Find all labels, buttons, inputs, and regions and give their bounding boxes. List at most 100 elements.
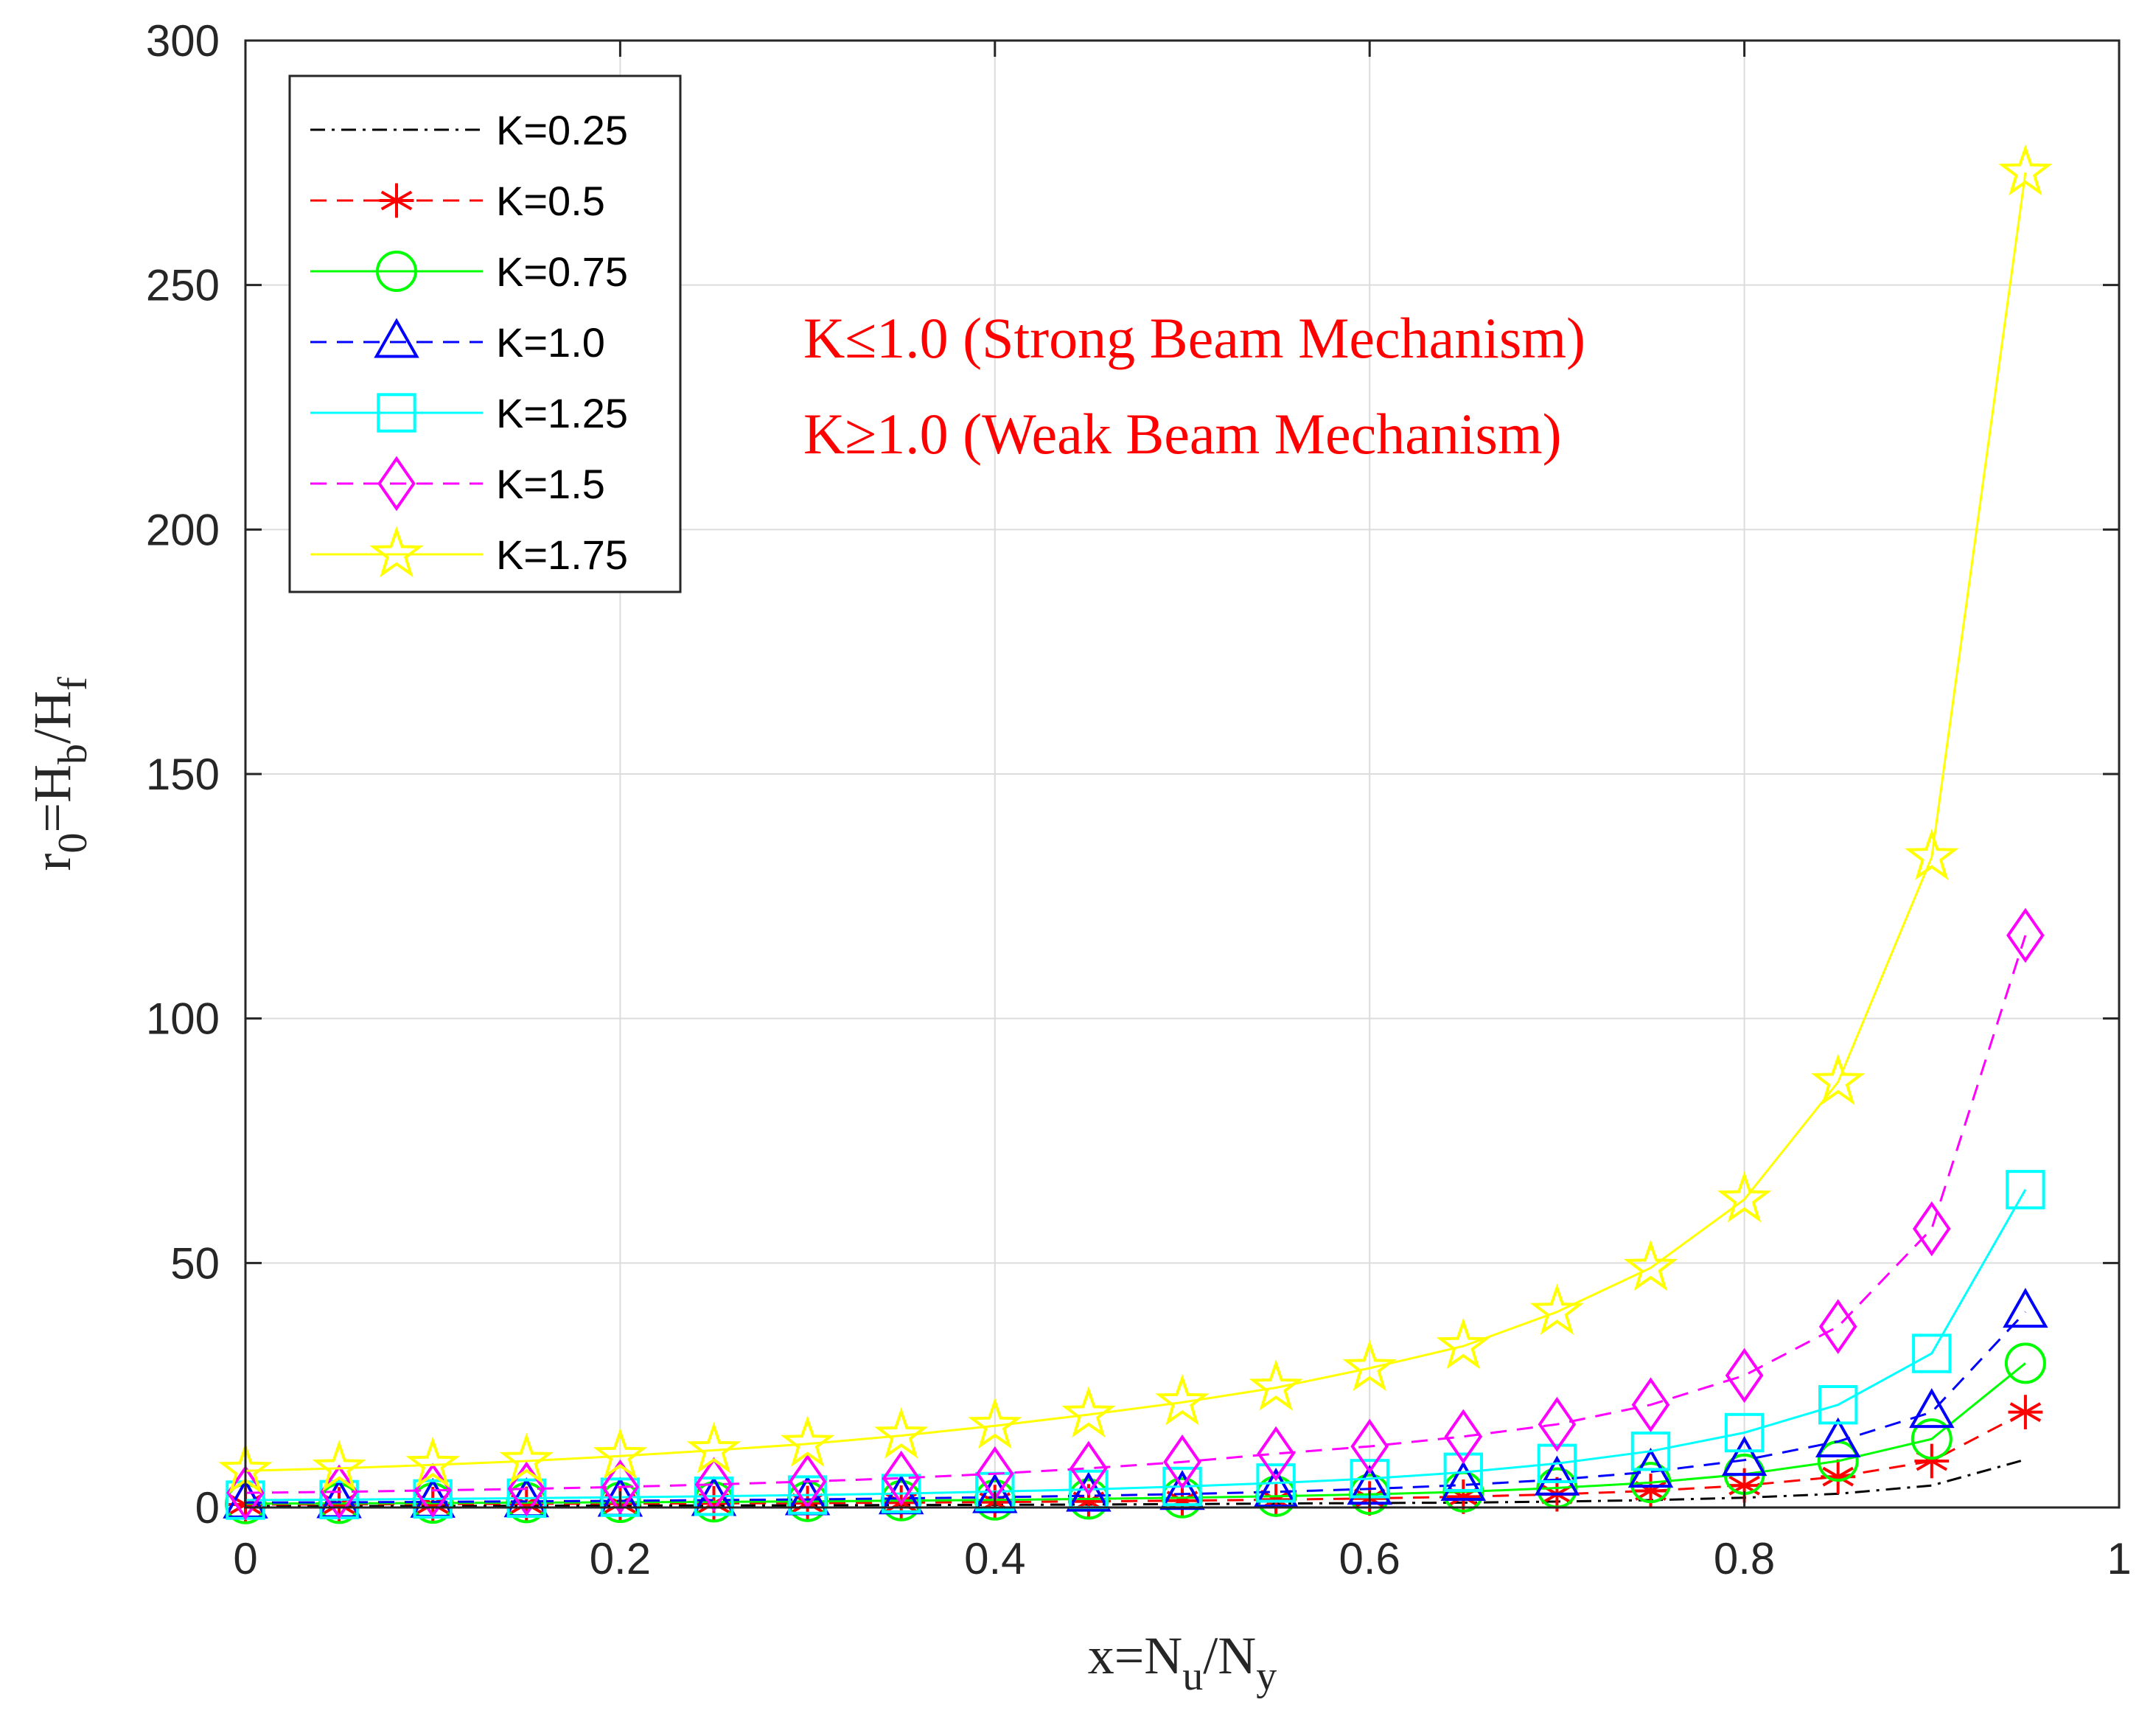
data-point: [686, 1421, 742, 1474]
data-point: [1350, 1418, 1389, 1474]
data-point: [1724, 1412, 1765, 1453]
series-K=1.25: [226, 1170, 2045, 1520]
data-point: [1998, 144, 2053, 196]
series-K=0.25: [245, 1458, 2026, 1507]
y-tick-label: 50: [170, 1238, 220, 1288]
data-point: [1440, 1460, 1487, 1501]
legend-label: K=0.5: [496, 178, 605, 224]
x-tick-label: 0.6: [1339, 1534, 1400, 1583]
x-axis-label-mid: /N: [1203, 1626, 1256, 1685]
legend-label: K=1.25: [496, 390, 628, 436]
data-point: [1725, 1348, 1764, 1404]
legend-marker: [369, 526, 424, 578]
data-point: [1721, 1436, 1768, 1477]
data-point: [1436, 1317, 1490, 1370]
data-point: [1912, 1334, 1952, 1373]
data-point: [1529, 1283, 1585, 1335]
data-point: [1818, 1299, 1857, 1354]
data-point: [1623, 1239, 1678, 1291]
data-point: [1163, 1434, 1201, 1490]
data-point: [694, 1457, 733, 1513]
data-point: [787, 1475, 828, 1515]
data-point: [507, 1461, 546, 1517]
legend-item: K=1.25: [310, 390, 628, 436]
x-axis-label-base: x=N: [1088, 1626, 1183, 1685]
data-point: [1815, 1417, 1861, 1457]
y-axis-label: r0=Hb/Hf: [23, 677, 96, 871]
x-axis-label-sub-y: y: [1256, 1653, 1277, 1699]
legend-item: K=0.5: [310, 178, 605, 224]
legend-box: [288, 74, 682, 593]
x-axis-label-sub-u: u: [1182, 1653, 1203, 1699]
data-point: [1818, 1385, 1858, 1425]
data-point: [2008, 1395, 2043, 1430]
data-point: [2006, 1170, 2045, 1210]
legend-item: K=0.25: [310, 107, 628, 153]
y-tick-label: 150: [146, 750, 220, 799]
data-point: [874, 1406, 929, 1459]
data-point: [2006, 907, 2045, 963]
data-point: [1811, 1053, 1866, 1106]
data-point: [1070, 1440, 1108, 1496]
series-K=1.75: [218, 144, 2053, 1494]
annotation-weak-beam: K≥1.0 (Weak Beam Mechanism): [803, 402, 1562, 466]
y-axis-label-mid2: /H: [23, 691, 82, 744]
legend-label: K=1.5: [496, 461, 605, 507]
data-point: [1061, 1386, 1116, 1438]
x-tick-label: 1: [2107, 1534, 2131, 1583]
data-point: [1256, 1463, 1296, 1503]
data-point: [1253, 1468, 1299, 1508]
y-tick-label: 0: [195, 1483, 220, 1533]
legend-label: K=1.0: [496, 319, 605, 366]
legend-marker: [379, 183, 414, 218]
y-tick-label: 250: [146, 261, 220, 310]
legend-marker: [377, 456, 416, 512]
data-point: [972, 1473, 1018, 1513]
data-point: [1342, 1339, 1397, 1392]
data-point: [1249, 1359, 1303, 1411]
y-axis-label-sub-b: b: [50, 744, 96, 764]
data-point: [1631, 1377, 1670, 1433]
data-point: [600, 1477, 641, 1517]
data-point: [1537, 1443, 1577, 1483]
legend-item: K=0.75: [310, 248, 628, 295]
data-point: [405, 1436, 460, 1488]
data-point: [2003, 1288, 2048, 1328]
legend-label: K=1.75: [496, 531, 628, 578]
series-line: [245, 1311, 2026, 1504]
legend-marker: [377, 393, 416, 433]
x-tick-label: 0.8: [1714, 1534, 1775, 1583]
legend-item: K=1.0: [310, 318, 605, 366]
data-point: [312, 1440, 366, 1492]
tick-labels: 0 0.2 0.4 0.6 0.8 1 0 50 100 150 200 250 300: [146, 16, 2132, 1583]
data-point: [1155, 1373, 1210, 1426]
data-point: [1066, 1471, 1112, 1512]
legend-item: K=1.5: [310, 456, 605, 512]
data-point: [1162, 1466, 1202, 1507]
data-point: [1911, 1418, 1953, 1460]
data-point: [694, 1477, 734, 1516]
data-point: [1443, 1452, 1483, 1492]
y-axis-label-sub-f: f: [50, 677, 96, 691]
data-point: [593, 1427, 648, 1479]
legend-label: K=0.25: [496, 107, 628, 153]
y-axis-label-base: r: [23, 854, 82, 871]
x-tick-label: 0: [233, 1534, 257, 1583]
data-point: [1717, 1171, 1772, 1223]
y-tick-label: 100: [146, 994, 220, 1044]
data-point: [1909, 1387, 1955, 1429]
legend-item: K=1.75: [310, 526, 628, 578]
y-axis-label-sub-0: 0: [50, 833, 96, 854]
data-point: [780, 1415, 835, 1468]
legend-label: K=0.75: [496, 248, 628, 295]
x-tick-label: 0.2: [590, 1534, 651, 1583]
data-point: [1630, 1432, 1671, 1471]
data-point: [882, 1450, 921, 1506]
data-point: [601, 1459, 640, 1515]
data-point: [882, 1474, 921, 1513]
y-tick-label: 300: [146, 16, 220, 66]
data-point: [968, 1397, 1022, 1449]
annotation-strong-beam: K≤1.0 (Strong Beam Mechanism): [803, 306, 1585, 370]
